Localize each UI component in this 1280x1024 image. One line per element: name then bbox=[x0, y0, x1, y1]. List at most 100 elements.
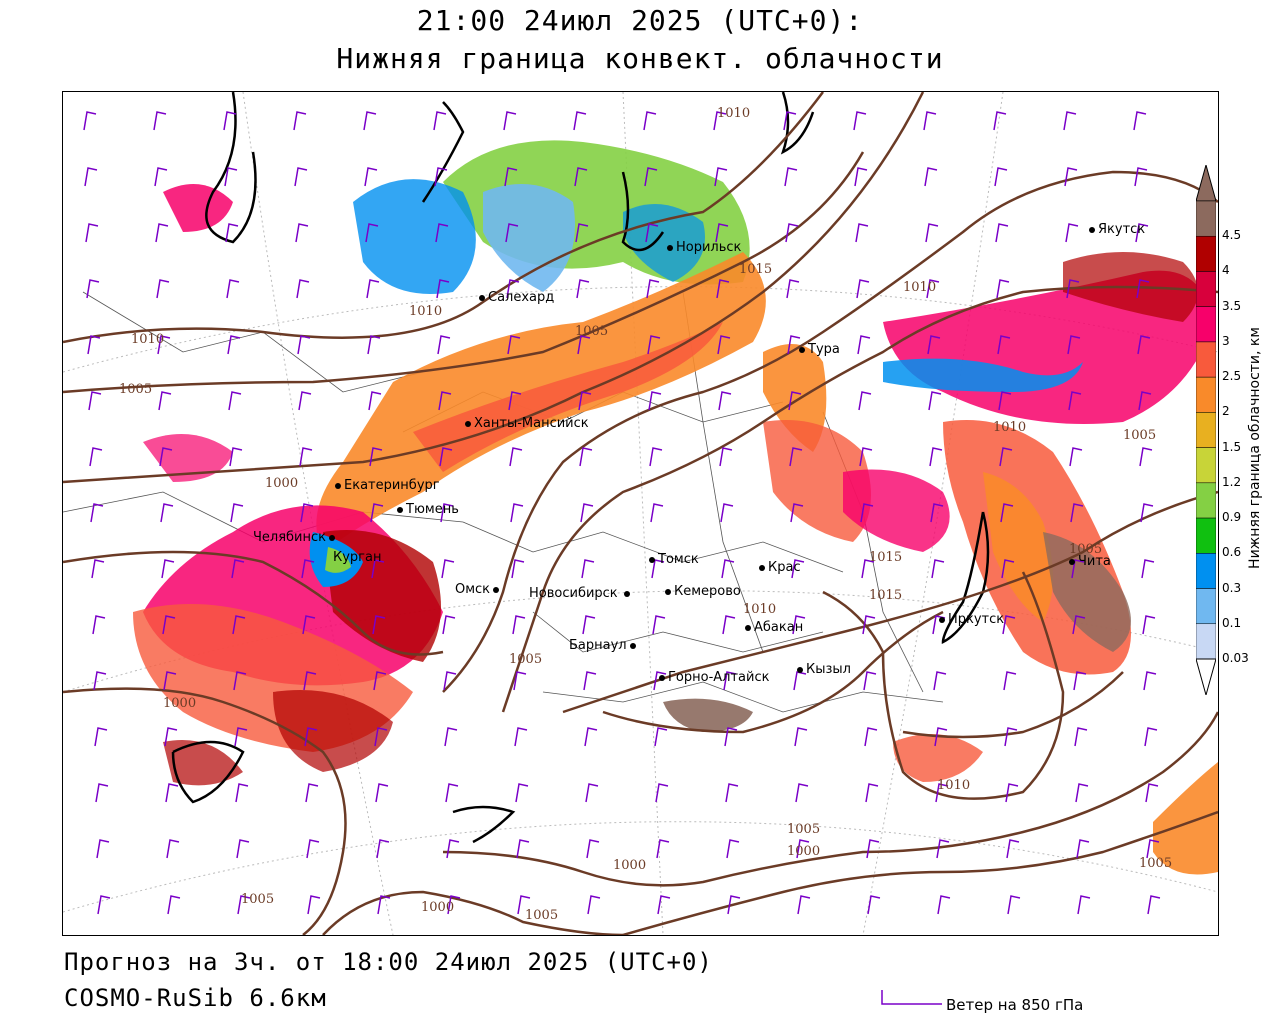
legend-level-label: 2.5 bbox=[1222, 369, 1242, 384]
legend-level-label: 2 bbox=[1222, 404, 1230, 419]
wind-barb-icon bbox=[508, 391, 522, 411]
wind-barb-icon bbox=[97, 895, 111, 915]
city-name: Новосибирск bbox=[529, 586, 618, 601]
wind-barb-icon bbox=[931, 559, 945, 579]
wind-barb-icon bbox=[794, 727, 808, 747]
wind-barb-icon bbox=[654, 727, 668, 747]
wind-barb-icon bbox=[923, 111, 937, 131]
wind-barb-icon bbox=[929, 447, 943, 467]
wind-barb-icon bbox=[231, 559, 245, 579]
wind-barb-icon bbox=[1007, 895, 1021, 915]
isobar-label: 1005 bbox=[119, 382, 153, 397]
legend-level-label: 0.03 bbox=[1222, 651, 1249, 665]
wind-barb-icon bbox=[1001, 559, 1015, 579]
wind-barb-icon bbox=[1142, 615, 1156, 635]
city-marker bbox=[629, 642, 636, 649]
wind-barb-icon bbox=[229, 447, 243, 467]
city-label: Томск bbox=[649, 552, 699, 567]
city-name: Барнаул bbox=[569, 638, 627, 653]
wind-barb-icon bbox=[1066, 279, 1080, 299]
city-name: Тура bbox=[808, 342, 840, 357]
isobar-label: 1000 bbox=[265, 476, 299, 491]
city-name: Чита bbox=[1078, 554, 1111, 569]
wind-barb-icon bbox=[377, 895, 391, 915]
wind-barb-icon bbox=[443, 671, 457, 691]
wind-barb-icon bbox=[164, 727, 178, 747]
wind-barb-icon bbox=[376, 839, 390, 859]
isobar-label: 1010 bbox=[903, 280, 937, 295]
wind-barb-icon bbox=[1071, 559, 1085, 579]
isobar-label: 1015 bbox=[739, 262, 773, 277]
city-name: Якутск bbox=[1098, 222, 1146, 237]
wind-barb-icon bbox=[785, 223, 799, 243]
color-scale-bar bbox=[1196, 165, 1216, 695]
wind-barb-icon bbox=[928, 391, 942, 411]
wind-barb-icon bbox=[161, 559, 175, 579]
wind-barb-icon bbox=[725, 783, 739, 803]
legend-color-box bbox=[1196, 482, 1216, 519]
wind-barb-icon bbox=[1145, 783, 1159, 803]
legend-color-box bbox=[1196, 517, 1216, 554]
wind-barb-icon bbox=[1069, 447, 1083, 467]
legend-level-label: 0.3 bbox=[1222, 580, 1242, 595]
city-name: Кызыл bbox=[806, 662, 851, 677]
wind-barb-icon bbox=[727, 895, 741, 915]
wind-barb-icon bbox=[1004, 727, 1018, 747]
wind-barb-icon bbox=[1143, 671, 1157, 691]
city-label: Иркутск bbox=[939, 612, 1004, 627]
isobar-label: 1000 bbox=[163, 696, 197, 711]
wind-barb-icon bbox=[924, 167, 938, 187]
wind-barb-icon bbox=[363, 111, 377, 131]
wind-barb-icon bbox=[154, 167, 168, 187]
city-label: Курган bbox=[333, 550, 381, 565]
wind-barb-icon bbox=[859, 447, 873, 467]
wind-barb-icon bbox=[437, 335, 451, 355]
legend-level-label: 3 bbox=[1222, 333, 1230, 348]
wind-barb-icon bbox=[787, 335, 801, 355]
wind-barb-icon bbox=[937, 895, 951, 915]
legend-level-label: 1.2 bbox=[1222, 474, 1242, 489]
wind-barb-icon bbox=[446, 839, 460, 859]
wind-barb-icon bbox=[373, 671, 387, 691]
wind-barb-icon bbox=[364, 167, 378, 187]
wind-barb-icon bbox=[860, 503, 874, 523]
wind-barb-icon bbox=[720, 503, 734, 523]
wind-barb-icon bbox=[515, 783, 529, 803]
wind-barb-icon bbox=[304, 727, 318, 747]
forecast-info: Прогноз на 3ч. от 18:00 24июл 2025 (UTC+… bbox=[64, 948, 713, 976]
wind-barb-icon bbox=[997, 335, 1011, 355]
city-label: Крас bbox=[759, 560, 801, 575]
wind-barb-icon bbox=[650, 503, 664, 523]
wind-barb-icon bbox=[83, 111, 97, 131]
wind-barb-icon bbox=[856, 279, 870, 299]
wind-barb-icon bbox=[1068, 391, 1082, 411]
wind-barb-icon bbox=[853, 111, 867, 131]
wind-barb-icon bbox=[225, 223, 239, 243]
wind-barb-icon bbox=[1005, 783, 1019, 803]
wind-barb-icon bbox=[1063, 111, 1077, 131]
map-title: 21:00 24июл 2025 (UTC+0): bbox=[416, 4, 864, 37]
wind-barb-icon bbox=[92, 615, 106, 635]
wind-barb-icon bbox=[643, 111, 657, 131]
isobar-label: 1000 bbox=[787, 844, 821, 859]
isobar-label: 1005 bbox=[525, 908, 559, 923]
wind-barb-icon bbox=[295, 223, 309, 243]
wind-barb-icon bbox=[153, 111, 167, 131]
city-marker bbox=[649, 556, 655, 563]
wind-barb-icon bbox=[436, 279, 450, 299]
wind-barb-icon bbox=[998, 391, 1012, 411]
legend-color-box bbox=[1196, 235, 1216, 272]
weather-map[interactable]: 1010 1015 1010 1010 1005 1010 1000 1005 … bbox=[62, 91, 1219, 936]
city-marker bbox=[939, 616, 945, 623]
city-name: Екатеринбург bbox=[344, 478, 440, 493]
wind-barb-icon bbox=[930, 503, 944, 523]
wind-barb-icon bbox=[230, 503, 244, 523]
city-label: Горно-Алтайск bbox=[659, 670, 769, 685]
wind-barb-icon bbox=[296, 279, 310, 299]
city-name: Ханты-Мансийск bbox=[474, 416, 589, 431]
wind-barb-icon bbox=[1134, 167, 1148, 187]
wind-barb-icon bbox=[1000, 503, 1014, 523]
legend-color-box bbox=[1196, 588, 1216, 625]
isobar-label: 1015 bbox=[869, 588, 903, 603]
wind-barb-icon bbox=[165, 783, 179, 803]
